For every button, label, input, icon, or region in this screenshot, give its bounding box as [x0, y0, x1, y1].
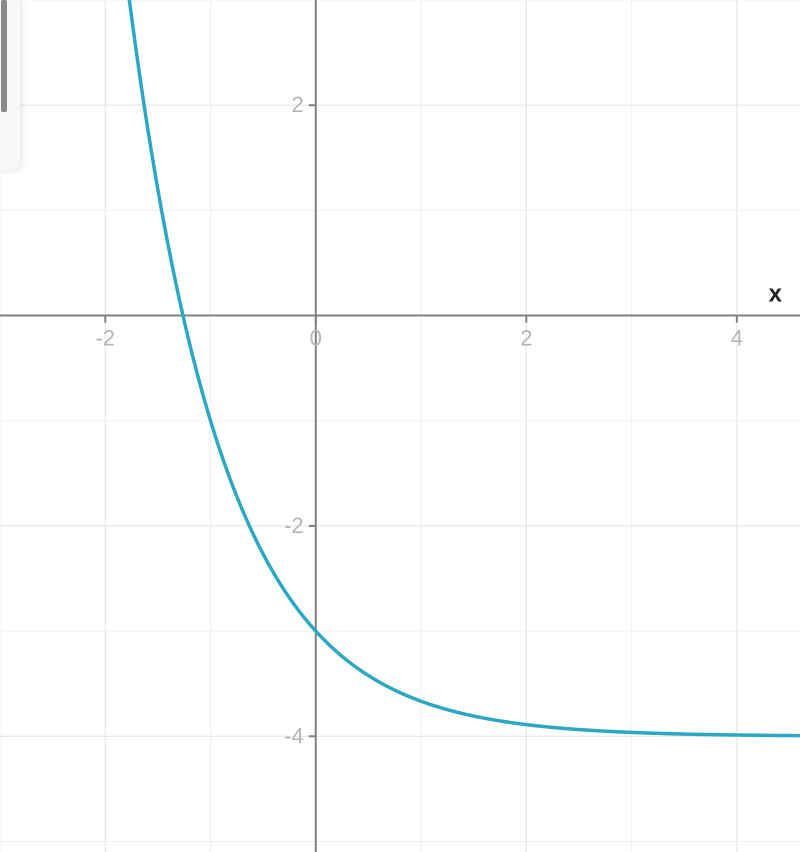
x-tick-label: 0: [310, 326, 322, 351]
function-curve: [0, 0, 799, 736]
sidebar-scrollbar: [1, 0, 7, 112]
x-tick-label: -2: [95, 326, 115, 351]
sidebar-stub: [0, 0, 21, 170]
y-tick-label: -2: [284, 513, 304, 538]
axes: [0, 0, 800, 852]
x-tick-label: 4: [731, 326, 743, 351]
x-tick-label: 2: [520, 326, 532, 351]
minor-gridlines: [0, 0, 800, 852]
y-tick-label: 2: [292, 92, 304, 117]
y-tick-label: -4: [284, 723, 304, 748]
chart-container[interactable]: -2 0 2 4 2 -2 -4 x x: [0, 0, 800, 852]
x-axis-label: x: [769, 281, 783, 308]
plot-svg[interactable]: -2 0 2 4 2 -2 -4 x: [0, 0, 800, 852]
